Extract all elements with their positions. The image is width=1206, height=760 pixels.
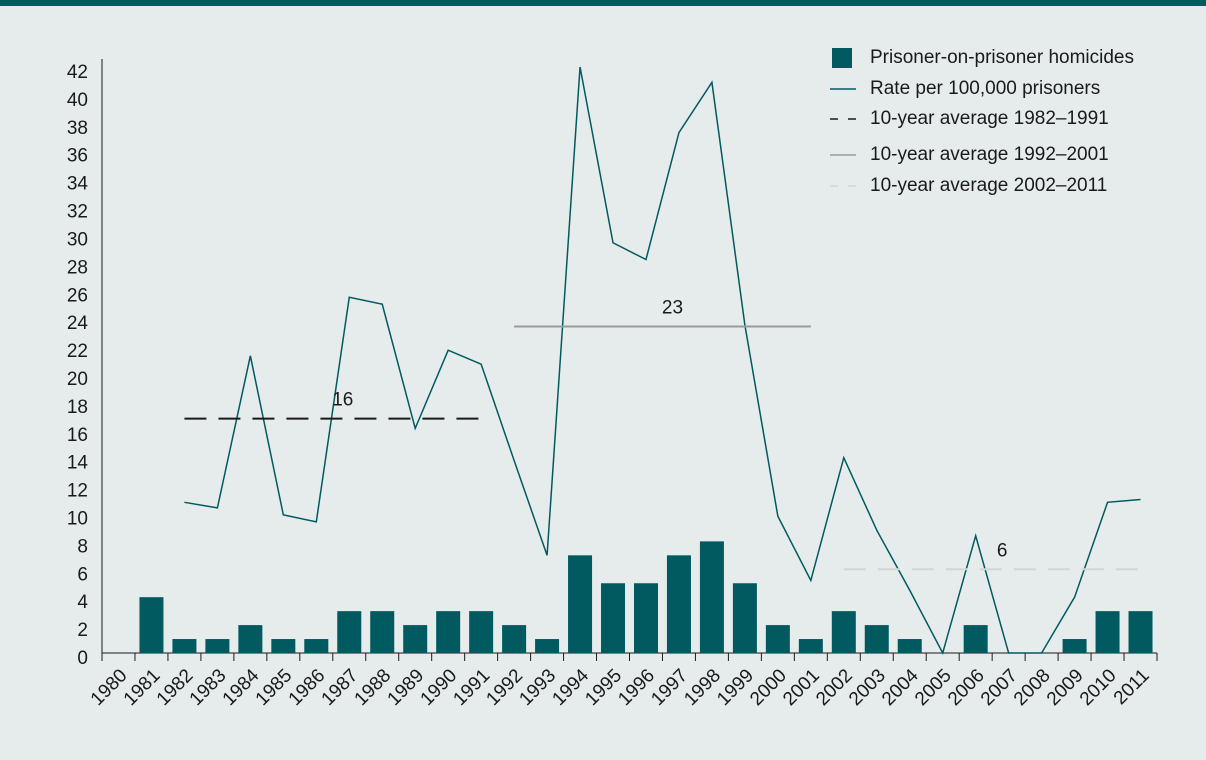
x-tick-label: 1981	[120, 665, 165, 710]
bar	[699, 541, 724, 653]
average-label: 23	[662, 298, 683, 319]
x-tick-label: 2006	[944, 665, 989, 710]
bar	[535, 639, 560, 653]
y-tick-label: 6	[77, 564, 88, 585]
x-tick-label: 1993	[515, 665, 560, 710]
y-tick-label: 12	[67, 481, 88, 502]
x-tick-label: 2001	[779, 665, 824, 710]
legend-label: 10-year average 2002–2011	[870, 175, 1107, 196]
legend-label: Prisoner-on-prisoner homicides	[870, 47, 1134, 68]
legend-swatch	[832, 48, 852, 68]
x-tick-label: 1986	[285, 665, 330, 710]
bar	[963, 625, 988, 653]
y-tick-label: 0	[77, 648, 88, 669]
bar	[205, 639, 230, 653]
legend-label: 10-year average 1992–2001	[870, 144, 1109, 165]
bar	[765, 625, 790, 653]
bar	[271, 639, 296, 653]
y-tick-label: 42	[67, 62, 88, 83]
x-tick-label: 2009	[1043, 665, 1088, 710]
x-tick-label: 1991	[449, 665, 494, 710]
y-tick-label: 36	[67, 146, 88, 167]
x-tick-label: 2000	[746, 665, 791, 710]
x-tick-label: 2003	[845, 665, 890, 710]
bar	[831, 611, 856, 653]
y-tick-label: 22	[67, 341, 88, 362]
x-tick-label: 2007	[977, 665, 1022, 710]
bar	[337, 611, 362, 653]
y-tick-label: 38	[67, 118, 88, 139]
y-tick-label: 30	[67, 229, 88, 250]
y-tick-label: 28	[67, 257, 88, 278]
y-tick-label: 20	[67, 369, 88, 390]
y-tick-label: 14	[67, 453, 89, 474]
x-tick-label: 1985	[252, 665, 297, 710]
x-tick-label: 1998	[680, 665, 725, 710]
bar	[370, 611, 395, 653]
bar	[666, 555, 691, 653]
x-tick-label: 1980	[87, 665, 132, 710]
bar	[139, 597, 164, 653]
bar	[403, 625, 428, 653]
legend-label: 10-year average 1982–1991	[870, 108, 1109, 129]
bar	[469, 611, 494, 653]
bar	[304, 639, 329, 653]
average-label: 16	[332, 390, 353, 411]
bar	[601, 583, 626, 653]
x-tick-label: 1989	[384, 665, 429, 710]
y-tick-label: 4	[77, 592, 88, 613]
y-tick-label: 16	[67, 425, 88, 446]
bar	[864, 625, 889, 653]
y-tick-label: 32	[67, 202, 88, 223]
x-tick-label: 1999	[713, 665, 758, 710]
y-tick-label: 8	[77, 536, 88, 557]
bar	[798, 639, 823, 653]
x-tick-label: 1992	[482, 665, 527, 710]
x-tick-label: 1990	[417, 665, 462, 710]
x-tick-label: 2005	[911, 665, 956, 710]
x-tick-label: 2010	[1076, 665, 1121, 710]
average-label: 6	[997, 540, 1008, 561]
x-tick-label: 2002	[812, 665, 857, 710]
x-tick-label: 2011	[1110, 665, 1154, 709]
bar	[897, 639, 922, 653]
x-tick-label: 1987	[318, 665, 363, 710]
top-border	[0, 0, 1206, 6]
bar	[1128, 611, 1153, 653]
x-tick-label: 1984	[219, 665, 264, 710]
bar	[633, 583, 658, 653]
y-tick-label: 24	[67, 313, 89, 334]
bar	[732, 583, 757, 653]
x-tick-label: 2004	[878, 665, 923, 710]
bar	[1062, 639, 1087, 653]
x-tick-label: 2008	[1010, 665, 1055, 710]
x-tick-label: 1983	[186, 665, 231, 710]
y-tick-label: 34	[67, 174, 89, 195]
x-tick-label: 1995	[581, 665, 626, 710]
legend-label: Rate per 100,000 prisoners	[870, 78, 1100, 99]
bar	[568, 555, 593, 653]
y-tick-label: 40	[67, 90, 88, 111]
bar	[1095, 611, 1120, 653]
x-tick-label: 1996	[614, 665, 659, 710]
line	[184, 66, 1141, 656]
y-tick-label: 10	[67, 508, 88, 529]
x-tick-label: 1994	[548, 665, 593, 710]
bar	[172, 639, 197, 653]
x-tick-label: 1988	[351, 665, 396, 710]
bar	[436, 611, 461, 653]
x-tick-label: 1997	[647, 665, 692, 710]
bar	[238, 625, 263, 653]
y-tick-label: 18	[67, 397, 88, 418]
y-tick-label: 2	[77, 620, 88, 641]
x-tick-label: 1982	[153, 665, 198, 710]
bar	[502, 625, 527, 653]
y-tick-label: 26	[67, 285, 88, 306]
